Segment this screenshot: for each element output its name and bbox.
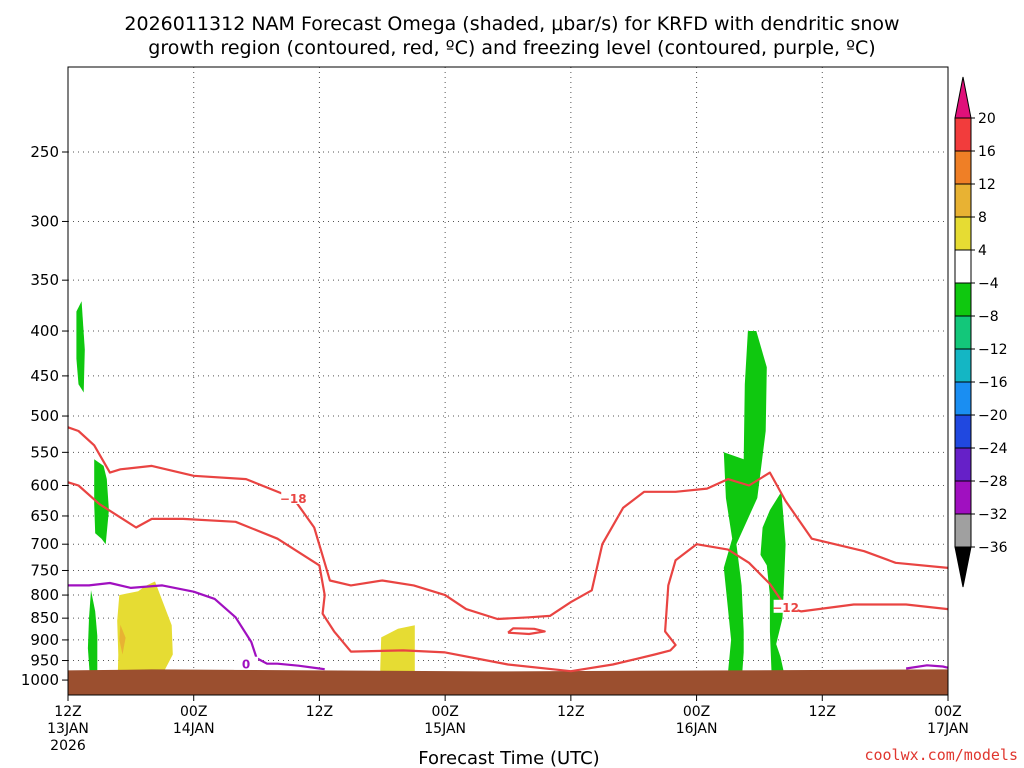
omega-negative-day1-c bbox=[76, 301, 85, 393]
dgz-minus18-isotherm bbox=[68, 426, 948, 621]
colorbar-label-12: 12 bbox=[978, 177, 996, 193]
ground-layer bbox=[68, 669, 948, 695]
omega-negative-day1-b bbox=[94, 459, 109, 545]
colorbar-label-m12: −12 bbox=[978, 342, 1008, 358]
colorbar-box-10 bbox=[954, 414, 972, 449]
colorbar-label-16: 16 bbox=[978, 144, 996, 160]
chart-title-line2: growth region (contoured, red, ºC) and f… bbox=[148, 37, 875, 59]
colorbar-label-m20: −20 bbox=[978, 408, 1008, 424]
y-tick-label-850: 850 bbox=[30, 609, 59, 627]
omega-peak-8-12 bbox=[119, 624, 126, 655]
y-tick-label-650: 650 bbox=[30, 507, 59, 525]
colorbar-label-m32: −32 bbox=[978, 507, 1008, 523]
y-axis-ticks: 250 300 350 400 450 500 550 600 650 700 750 800 850 9… bbox=[21, 143, 68, 689]
colorbar-box-6 bbox=[954, 282, 972, 317]
colorbar-box-1 bbox=[954, 117, 972, 152]
colorbar-label-8: 8 bbox=[978, 210, 987, 226]
y-tick-label-800: 800 bbox=[30, 586, 59, 604]
colorbar-box-7 bbox=[954, 315, 972, 350]
colorbar-box-8 bbox=[954, 348, 972, 383]
y-tick-label-550: 550 bbox=[30, 443, 59, 461]
chart-title-line1: 2026011312 NAM Forecast Omega (shaded, μ… bbox=[124, 13, 899, 35]
colorbar-label-4: 4 bbox=[978, 243, 987, 259]
colorbar-box-3 bbox=[954, 183, 972, 218]
x-tick-label-0-line3: 2026 bbox=[50, 738, 86, 754]
x-tick-label-36-line2: 15JAN bbox=[424, 721, 466, 737]
omega-negative-day1-a bbox=[87, 590, 98, 679]
y-tick-label-400: 400 bbox=[30, 322, 59, 340]
plot-frame bbox=[67, 66, 949, 696]
dgz-minus18-isotherm-label-bg bbox=[281, 490, 306, 504]
colorbar-box-12 bbox=[954, 480, 972, 515]
y-tick-label-500: 500 bbox=[30, 407, 59, 425]
y-tick-label-250: 250 bbox=[30, 143, 59, 161]
y-tick-label-1000: 1000 bbox=[21, 671, 59, 689]
colorbar-min-arrow bbox=[954, 546, 972, 588]
x-tick-label-12-line2: 14JAN bbox=[173, 721, 215, 737]
contour-lines bbox=[68, 426, 948, 673]
omega-positive-upper-day1 bbox=[117, 581, 173, 695]
x-tick-label-12-line1: 00Z bbox=[180, 704, 207, 720]
y-tick-label-450: 450 bbox=[30, 367, 59, 385]
x-tick-label-60-line2: 16JAN bbox=[676, 721, 718, 737]
omega-negative-day3-b bbox=[760, 491, 786, 695]
y-tick-label-950: 950 bbox=[30, 652, 59, 670]
contour-labels: −18 −12 0 bbox=[234, 490, 799, 672]
colorbar-label-20: 20 bbox=[978, 111, 996, 127]
x-tick-label-24-line1: 12Z bbox=[306, 704, 333, 720]
dgz-minus12-isotherm-label-bg bbox=[773, 599, 798, 613]
x-tick-label-72-line1: 12Z bbox=[809, 704, 836, 720]
omega-negative-day3-a bbox=[723, 331, 767, 695]
plot-area bbox=[68, 67, 948, 695]
x-tick-label-0-line1: 12Z bbox=[54, 704, 81, 720]
colorbar-box-11 bbox=[954, 447, 972, 482]
dgz-minus12-isotherm bbox=[68, 481, 948, 673]
x-tick-label-84-line1: 00Z bbox=[934, 704, 961, 720]
x-tick-label-36-line1: 00Z bbox=[431, 704, 458, 720]
freezing-level-zero bbox=[68, 581, 325, 671]
x-tick-label-48-line1: 12Z bbox=[557, 704, 584, 720]
x-tick-label-60-line1: 00Z bbox=[683, 704, 710, 720]
small-minus18-loop bbox=[507, 627, 546, 636]
colorbar: 20 16 12 8 4 −4 −8 −12 −16 −20 −24 −28 −32 −36 bbox=[954, 76, 1008, 588]
omega-shading bbox=[76, 301, 786, 695]
colorbar-label-m24: −24 bbox=[978, 441, 1008, 457]
y-tick-label-300: 300 bbox=[30, 212, 59, 230]
dgz-minus18-isotherm-label: −18 bbox=[280, 492, 307, 506]
colorbar-label-m16: −16 bbox=[978, 375, 1008, 391]
x-tick-label-84-line2: 17JAN bbox=[927, 721, 969, 737]
colorbar-box-4 bbox=[954, 216, 972, 251]
ground-fill bbox=[68, 669, 948, 695]
y-tick-label-750: 750 bbox=[30, 561, 59, 579]
colorbar-box-2 bbox=[954, 150, 972, 185]
colorbar-label-m28: −28 bbox=[978, 474, 1008, 490]
colorbar-label-m36: −36 bbox=[978, 540, 1008, 556]
dgz-minus12-isotherm-label: −12 bbox=[772, 601, 799, 615]
y-tick-label-600: 600 bbox=[30, 476, 59, 494]
y-tick-label-900: 900 bbox=[30, 631, 59, 649]
colorbar-label-m8: −8 bbox=[978, 309, 999, 325]
colorbar-label-m4: −4 bbox=[978, 276, 999, 292]
y-tick-label-700: 700 bbox=[30, 535, 59, 553]
y-tick-label-350: 350 bbox=[30, 271, 59, 289]
freezing-level-zero-label-bg bbox=[234, 656, 259, 670]
freezing-level-zero-right bbox=[905, 664, 948, 670]
freezing-level-zero-label: 0 bbox=[242, 658, 250, 672]
credit-text: coolwx.com/models bbox=[864, 746, 1018, 764]
colorbar-box-5 bbox=[954, 249, 972, 284]
colorbar-max-arrow bbox=[954, 76, 972, 119]
colorbar-box-9 bbox=[954, 381, 972, 416]
colorbar-box-13 bbox=[954, 513, 972, 548]
x-tick-label-0-line2: 13JAN bbox=[47, 721, 89, 737]
x-axis-label: Forecast Time (UTC) bbox=[418, 748, 599, 768]
